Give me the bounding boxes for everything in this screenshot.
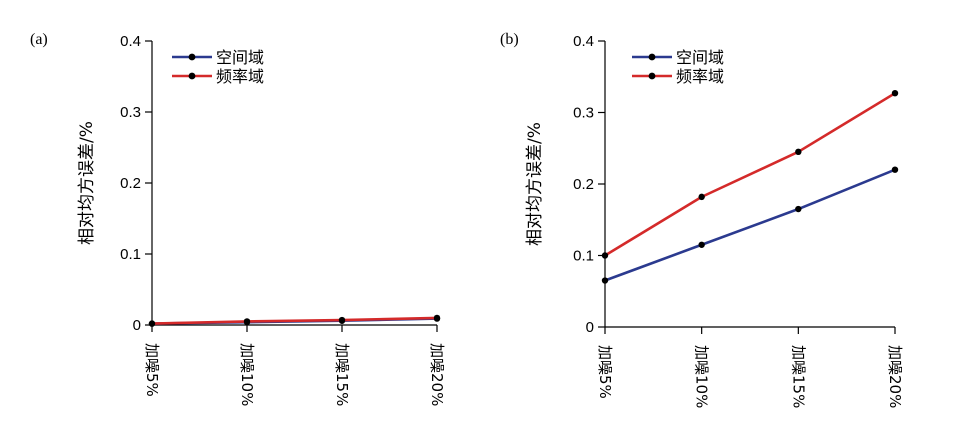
x-tick-label: 加噪5% bbox=[143, 343, 161, 397]
chart-panel-a: (a) 0 0.1 0.2 0.3 0.4 加噪5% 加噪10% 加噪15% 加噪20% 相对均方误… bbox=[30, 31, 446, 406]
data-point-spatial bbox=[891, 166, 899, 173]
legend-label: 空间域 bbox=[676, 48, 724, 67]
x-tick-label: 加噪10% bbox=[238, 343, 256, 406]
data-point-spatial bbox=[601, 277, 609, 284]
y-tick-label: 0.3 bbox=[573, 105, 594, 122]
y-tick-label: 0.2 bbox=[120, 175, 141, 192]
x-tick-label: 加噪10% bbox=[693, 345, 711, 408]
data-point-frequency bbox=[891, 89, 899, 97]
data-point-spatial bbox=[698, 241, 705, 248]
legend-label: 空间域 bbox=[216, 48, 264, 67]
x-tick-label: 加噪5% bbox=[596, 345, 614, 399]
legend-marker bbox=[188, 53, 196, 61]
data-point-frequency bbox=[148, 320, 156, 327]
series-line-frequency bbox=[151, 316, 438, 325]
y-axis-title: 相对均方误差/% bbox=[525, 122, 545, 246]
data-point-frequency bbox=[795, 148, 802, 156]
data-point-frequency bbox=[243, 318, 251, 325]
x-tick-label: 加噪15% bbox=[333, 343, 351, 406]
y-tick-label: 0.2 bbox=[573, 176, 594, 193]
series-line-spatial bbox=[604, 168, 896, 282]
data-point-frequency bbox=[601, 252, 609, 259]
y-tick-label: 0 bbox=[586, 319, 594, 336]
y-tick-label: 0.1 bbox=[573, 248, 594, 265]
x-tick-label: 加噪15% bbox=[789, 345, 807, 408]
data-point-frequency bbox=[698, 193, 705, 201]
legend-label: 频率域 bbox=[216, 67, 264, 86]
legend-marker bbox=[188, 72, 196, 80]
y-tick-label: 0.3 bbox=[120, 104, 141, 121]
y-axis-title: 相对均方误差/% bbox=[77, 121, 97, 245]
y-tick-label: 0.4 bbox=[120, 33, 141, 50]
data-point-spatial bbox=[795, 205, 802, 213]
series-line-frequency bbox=[604, 92, 896, 257]
legend-marker bbox=[648, 53, 656, 61]
legend-marker bbox=[648, 72, 656, 80]
y-tick-label: 0.4 bbox=[573, 33, 594, 50]
chart-panel-b: (b) 0 0.1 0.2 0.3 0.4 加噪5% 加噪10% 加噪15% 加噪20% 相对均方误… bbox=[500, 31, 904, 408]
panel-label: (b) bbox=[500, 31, 519, 48]
panel-label: (a) bbox=[30, 31, 48, 48]
x-tick-label: 加噪20% bbox=[886, 345, 904, 408]
y-tick-label: 0.1 bbox=[120, 246, 141, 263]
x-tick-label: 加噪20% bbox=[428, 343, 446, 406]
legend-label: 频率域 bbox=[676, 67, 724, 86]
data-point-frequency bbox=[338, 316, 346, 324]
y-tick-label: 0 bbox=[133, 317, 141, 334]
data-point-frequency bbox=[433, 314, 441, 322]
